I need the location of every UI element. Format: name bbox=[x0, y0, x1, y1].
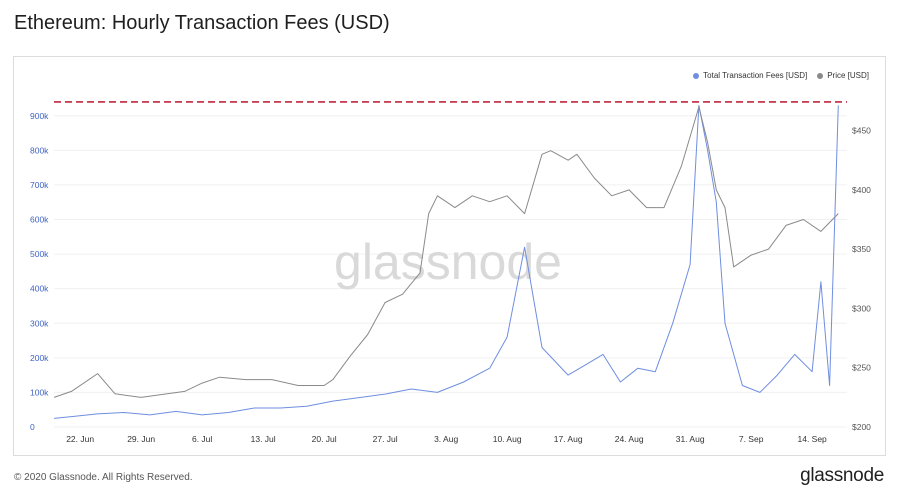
chart-frame: glassnode 0 100k 200k 300k 400k 500k 600k 700k 8… bbox=[13, 56, 886, 456]
left-axis-tick-label: 600k bbox=[30, 215, 49, 225]
right-axis-tick-label: $400 bbox=[852, 185, 871, 195]
fees-series-line bbox=[53, 104, 839, 419]
x-axis-tick-label: 6. Jul bbox=[192, 434, 212, 444]
legend-label-fees: Total Transaction Fees [USD] bbox=[703, 71, 808, 80]
right-axis-tick-label: $450 bbox=[852, 126, 871, 136]
brand-logo[interactable]: glassnode bbox=[800, 465, 884, 486]
price-series-line bbox=[53, 106, 839, 398]
left-axis-tick-label: 400k bbox=[30, 284, 49, 294]
legend-item-price[interactable]: Price [USD] bbox=[817, 71, 869, 80]
x-axis-tick-label: 29. Jun bbox=[127, 434, 155, 444]
right-axis-tick-label: $350 bbox=[852, 244, 871, 254]
x-axis-tick-label: 31. Aug bbox=[676, 434, 705, 444]
legend-dot-fees-icon bbox=[693, 72, 700, 79]
x-axis-tick-label: 13. Jul bbox=[251, 434, 276, 444]
legend-label-price: Price [USD] bbox=[827, 71, 869, 80]
left-axis-tick-label: 100k bbox=[30, 387, 49, 397]
left-axis-tick-label: 800k bbox=[30, 145, 49, 155]
x-axis-tick-label: 22. Jun bbox=[66, 434, 94, 444]
left-axis-tick-label: 500k bbox=[30, 249, 49, 259]
x-axis-tick-label: 17. Aug bbox=[554, 434, 583, 444]
fees-price-chart: glassnode 0 100k 200k 300k 400k 500k 600k 700k 8… bbox=[30, 101, 871, 444]
legend: Total Transaction Fees [USD] Price [USD] bbox=[693, 71, 869, 80]
x-axis-tick-label: 10. Aug bbox=[493, 434, 522, 444]
right-axis-tick-label: $200 bbox=[852, 422, 871, 432]
left-axis-tick-label: 300k bbox=[30, 318, 49, 328]
x-axis-tick-label: 3. Aug bbox=[434, 434, 458, 444]
footer-copyright: © 2020 Glassnode. All Rights Reserved. bbox=[14, 472, 193, 483]
right-axis-tick-label: $250 bbox=[852, 363, 871, 373]
left-axis-tick-label: 700k bbox=[30, 180, 49, 190]
chart-title: Ethereum: Hourly Transaction Fees (USD) bbox=[14, 12, 390, 34]
watermark: glassnode bbox=[334, 234, 562, 290]
left-axis-tick-label: 0 bbox=[30, 422, 35, 432]
x-axis-tick-label: 14. Sep bbox=[797, 434, 827, 444]
right-axis-tick-label: $300 bbox=[852, 303, 871, 313]
left-axis-tick-label: 200k bbox=[30, 353, 49, 363]
left-axis-tick-label: 900k bbox=[30, 111, 49, 121]
x-axis-tick-label: 20. Jul bbox=[312, 434, 337, 444]
x-axis-tick-label: 27. Jul bbox=[373, 434, 398, 444]
x-axis-tick-label: 7. Sep bbox=[739, 434, 764, 444]
legend-item-fees[interactable]: Total Transaction Fees [USD] bbox=[693, 71, 807, 80]
x-axis-tick-label: 24. Aug bbox=[615, 434, 644, 444]
legend-dot-price-icon bbox=[817, 72, 824, 79]
